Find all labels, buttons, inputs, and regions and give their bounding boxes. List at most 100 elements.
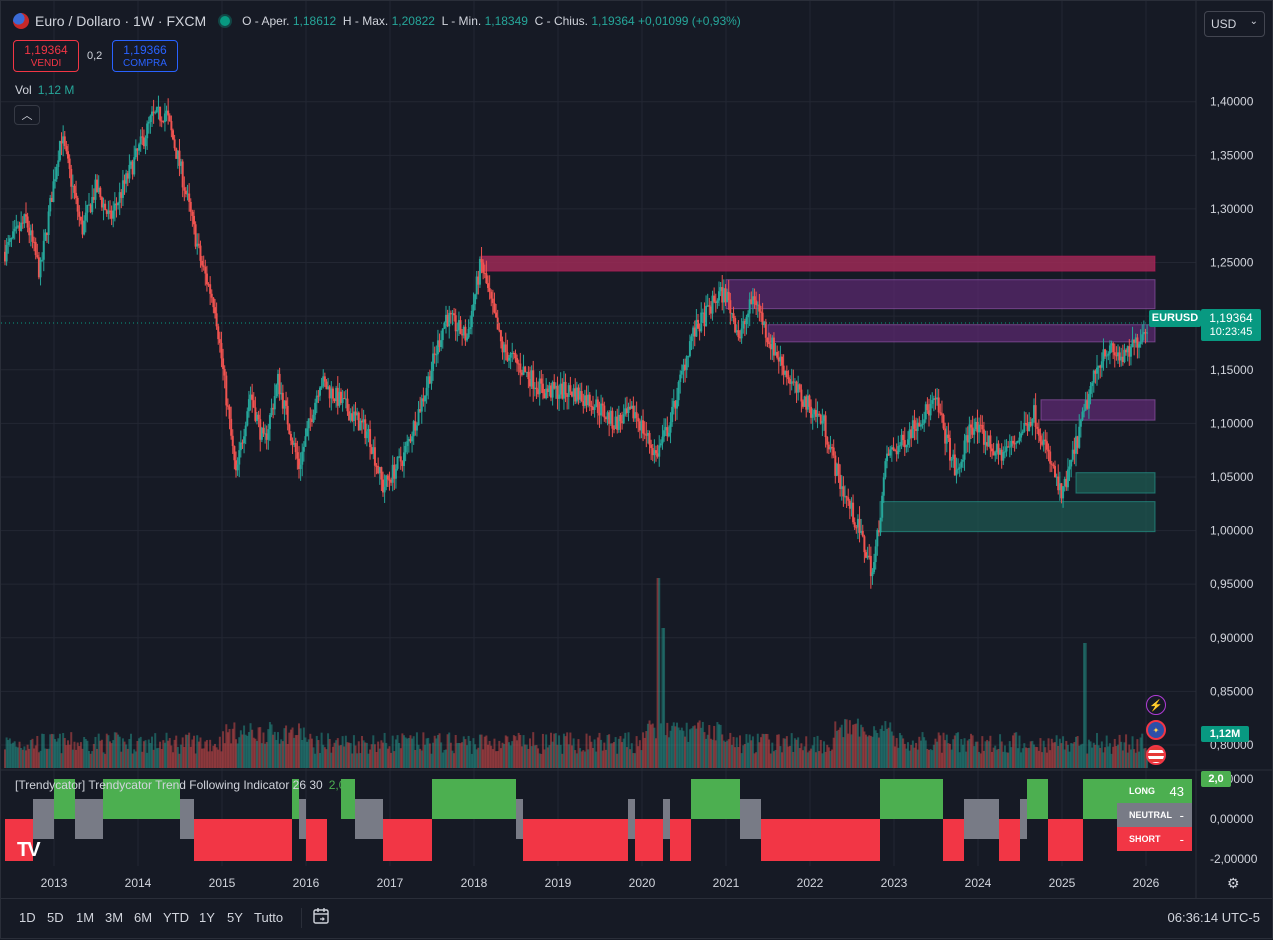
symbol-legend: Euro / Dollaro · 1W · FXCM O - Aper. 1,1… bbox=[13, 13, 741, 29]
currency-select[interactable]: USD ⌄ bbox=[1204, 11, 1265, 37]
last-price-value: 1,19364 bbox=[1209, 311, 1253, 325]
volume-bar bbox=[1076, 736, 1079, 768]
candle bbox=[54, 179, 57, 182]
volume-bar bbox=[1028, 747, 1031, 768]
volume-bar bbox=[947, 743, 950, 768]
candle bbox=[666, 427, 669, 437]
volume-bar bbox=[926, 748, 929, 768]
volume-bar bbox=[1058, 738, 1061, 768]
symbol-title[interactable]: Euro / Dollaro · 1W · FXCM bbox=[35, 13, 207, 29]
candle bbox=[611, 410, 614, 429]
candle bbox=[960, 461, 963, 468]
candle bbox=[464, 326, 467, 341]
tradingview-logo[interactable]: TV bbox=[17, 839, 41, 861]
volume-bar bbox=[23, 746, 26, 768]
range-5d-button[interactable]: 5D bbox=[47, 910, 64, 925]
volume-bar bbox=[918, 736, 921, 768]
volume-bar bbox=[860, 724, 863, 768]
year-tick-label: 2023 bbox=[881, 876, 908, 890]
range-3m-button[interactable]: 3M bbox=[105, 910, 124, 925]
volume-bar bbox=[1115, 746, 1118, 768]
range-5y-button[interactable]: 5Y bbox=[227, 910, 243, 925]
us-flag-icon[interactable] bbox=[1146, 745, 1166, 765]
candle bbox=[92, 197, 95, 200]
indicator-legend[interactable]: [Trendycator] Trendycator Trend Followin… bbox=[15, 778, 345, 792]
candle bbox=[714, 301, 717, 303]
volume-bar bbox=[619, 736, 622, 768]
volume-bar bbox=[13, 741, 16, 768]
range-1d-button[interactable]: 1D bbox=[19, 910, 36, 925]
volume-bar bbox=[936, 741, 939, 768]
candle bbox=[1131, 339, 1134, 348]
candle bbox=[774, 352, 777, 356]
volume-bar bbox=[811, 745, 814, 768]
volume-bar bbox=[687, 741, 690, 768]
candle bbox=[498, 329, 501, 331]
volume-bar bbox=[265, 742, 268, 768]
market-open-icon bbox=[220, 16, 231, 26]
volume-bar bbox=[585, 733, 588, 768]
volume-bar bbox=[151, 736, 153, 768]
candle bbox=[522, 366, 525, 375]
volume-bar bbox=[75, 749, 78, 768]
volume-bar bbox=[407, 737, 410, 768]
candle bbox=[445, 314, 447, 323]
candle bbox=[377, 466, 380, 474]
volume-bar bbox=[247, 732, 250, 768]
volume-bar bbox=[950, 749, 953, 768]
range-1y-button[interactable]: 1Y bbox=[199, 910, 215, 925]
volume-bar bbox=[26, 744, 29, 768]
volume-bar bbox=[903, 743, 906, 768]
range-1m-button[interactable]: 1M bbox=[76, 910, 95, 925]
volume-bar bbox=[756, 733, 759, 768]
eu-flag-icon[interactable]: ✦ bbox=[1146, 720, 1166, 740]
buy-button[interactable]: 1,19366 COMPRA bbox=[112, 40, 178, 72]
candle bbox=[139, 136, 142, 145]
candle bbox=[756, 304, 759, 306]
candle bbox=[317, 395, 320, 397]
candle bbox=[811, 414, 814, 418]
volume-bar bbox=[554, 733, 557, 768]
candle bbox=[701, 312, 704, 314]
candle bbox=[690, 336, 693, 342]
low-label: L - Min. bbox=[441, 14, 482, 28]
candle bbox=[590, 405, 593, 407]
volume-bar bbox=[853, 724, 856, 768]
price-tick-label: 1,05000 bbox=[1210, 470, 1254, 484]
volume-bar bbox=[1055, 735, 1058, 768]
volume-bar bbox=[1023, 743, 1026, 768]
volume-bar bbox=[713, 725, 716, 768]
candle bbox=[506, 352, 509, 361]
volume-bar bbox=[827, 747, 830, 768]
range-all-button[interactable]: Tutto bbox=[254, 910, 284, 925]
volume-bar bbox=[275, 739, 278, 768]
calendar-icon[interactable] bbox=[312, 907, 330, 925]
volume-bar bbox=[1134, 752, 1137, 768]
range-6m-button[interactable]: 6M bbox=[134, 910, 153, 925]
candle bbox=[477, 276, 480, 285]
trend-table: LONG 43 NEUTRAL - SHORT - bbox=[1117, 779, 1192, 851]
price-tick-label: 0,85000 bbox=[1210, 684, 1254, 698]
lightning-icon[interactable]: ⚡ bbox=[1146, 695, 1166, 715]
candle bbox=[60, 141, 63, 144]
range-ytd-button[interactable]: YTD bbox=[163, 910, 189, 925]
candle bbox=[508, 357, 510, 361]
candle bbox=[1055, 476, 1058, 478]
candle bbox=[777, 357, 780, 362]
gear-icon[interactable]: ⚙ bbox=[1227, 875, 1240, 891]
candle bbox=[949, 438, 951, 461]
sell-button[interactable]: 1,19364 VENDI bbox=[13, 40, 79, 72]
volume-bar bbox=[1052, 742, 1055, 768]
collapse-legend-button[interactable]: ︿ bbox=[14, 105, 40, 125]
volume-bar bbox=[803, 746, 806, 768]
volume-bar bbox=[726, 740, 729, 768]
volume-bar bbox=[180, 744, 183, 768]
volume-bar bbox=[1013, 732, 1016, 768]
year-tick-label: 2020 bbox=[629, 876, 656, 890]
volume-bar bbox=[330, 752, 333, 768]
candle bbox=[979, 424, 982, 426]
trend-label-long: LONG bbox=[1129, 786, 1155, 796]
volume-bar bbox=[357, 741, 360, 768]
candle bbox=[390, 479, 393, 483]
